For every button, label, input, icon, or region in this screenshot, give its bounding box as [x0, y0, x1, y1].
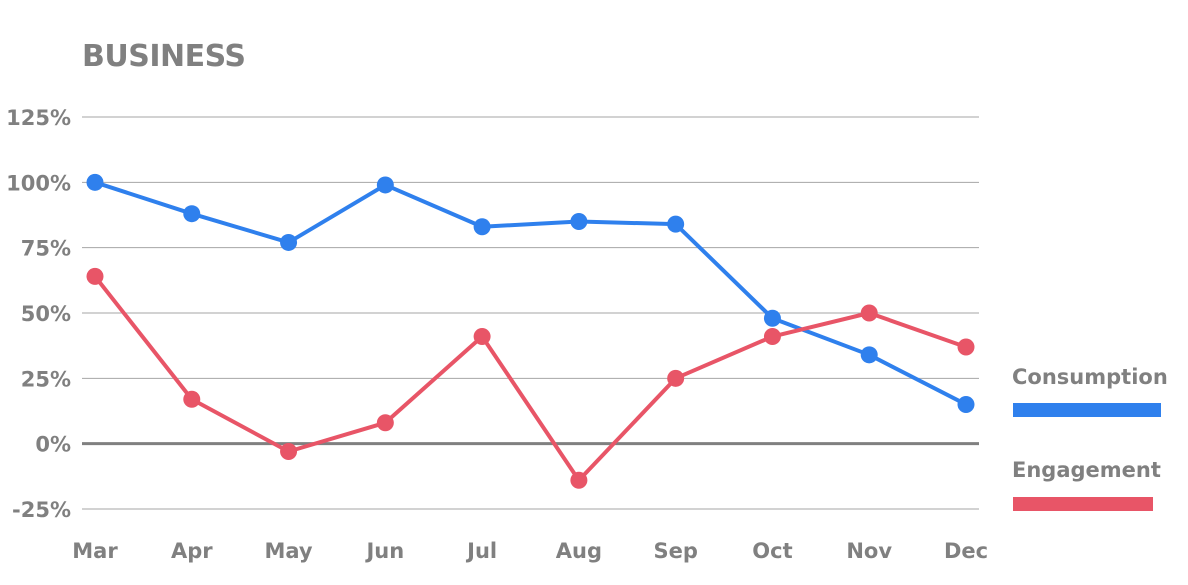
data-point	[376, 176, 394, 194]
data-point	[280, 233, 298, 251]
data-point	[280, 443, 298, 461]
data-point	[376, 414, 394, 432]
data-point	[860, 304, 878, 322]
y-tick-label: 0%	[35, 433, 71, 457]
series-engagement	[86, 267, 975, 489]
y-tick-label: 75%	[21, 237, 71, 261]
y-tick-label: 25%	[21, 367, 71, 391]
x-tick-label: Nov	[846, 539, 892, 563]
legend: Consumption Engagement	[1012, 365, 1168, 511]
x-tick-label: Aug	[556, 539, 602, 563]
x-tick-label: Oct	[752, 539, 792, 563]
data-point	[763, 309, 781, 327]
data-point	[860, 346, 878, 364]
data-point	[667, 369, 685, 387]
x-tick-label: May	[264, 539, 312, 563]
legend-swatch	[1013, 497, 1153, 511]
series-line	[93, 180, 968, 407]
data-point	[183, 205, 201, 223]
series-lines	[86, 173, 975, 489]
data-point	[957, 395, 975, 413]
y-tick-label: -25%	[12, 498, 71, 522]
chart-title: BUSINESS	[82, 39, 245, 74]
data-point	[473, 218, 491, 236]
x-tick-label: Mar	[72, 539, 118, 563]
x-axis-ticks: Mar Apr May Jun Jul Aug Sep Oct Nov Dec	[72, 539, 988, 563]
y-tick-label: 100%	[6, 171, 71, 195]
data-point	[86, 173, 104, 191]
y-axis-ticks: -25% 0% 25% 50% 75% 100% 125%	[6, 106, 71, 522]
data-point	[957, 338, 975, 356]
y-tick-label: 125%	[6, 106, 71, 130]
x-tick-label: Jul	[465, 539, 497, 563]
data-point	[86, 267, 104, 285]
legend-swatch	[1013, 403, 1161, 417]
legend-label: Engagement	[1012, 458, 1161, 482]
data-point	[667, 215, 685, 233]
x-tick-label: Dec	[944, 539, 988, 563]
data-point	[473, 328, 491, 346]
x-tick-label: Jun	[364, 539, 404, 563]
data-point	[763, 328, 781, 346]
series-consumption	[86, 173, 975, 413]
gridlines	[82, 116, 979, 510]
x-tick-label: Sep	[653, 539, 697, 563]
series-line	[93, 274, 968, 483]
data-point	[570, 213, 588, 231]
x-tick-label: Apr	[171, 539, 213, 563]
legend-label: Consumption	[1012, 365, 1168, 389]
data-point	[570, 471, 588, 489]
y-tick-label: 50%	[21, 302, 71, 326]
data-point	[183, 390, 201, 408]
